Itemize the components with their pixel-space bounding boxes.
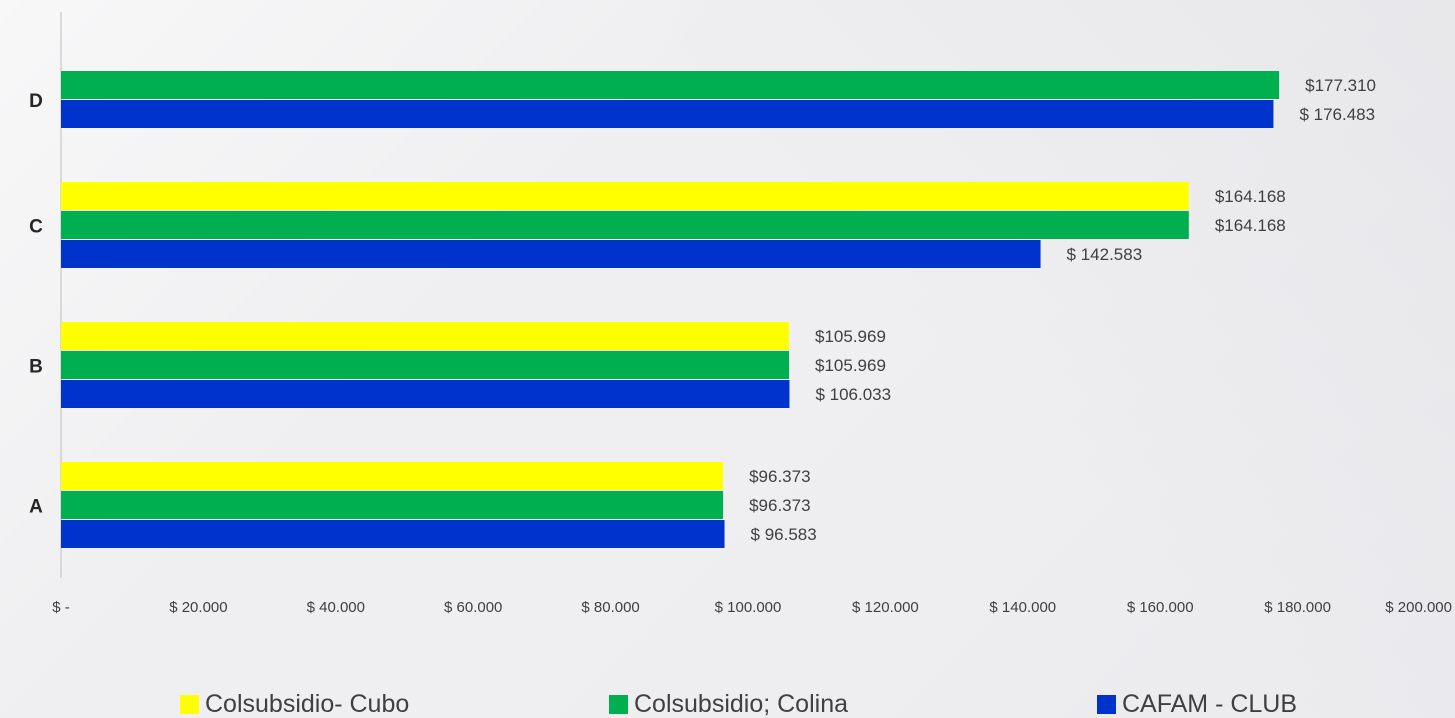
x-tick-label-3: $ 60.000 <box>444 599 502 616</box>
bar-colsubsidio-colina-c <box>61 211 1189 239</box>
x-tick-label-9: $ 180.000 <box>1264 599 1331 616</box>
category-label-b: B <box>29 357 43 378</box>
data-labels-group: $96.373 $96.373 $ 96.583 $105.969 $105.969 $ … <box>749 76 1376 544</box>
bar-colsubsidio-cubo-c <box>61 182 1189 210</box>
legend-label-colsubsidio-cubo: Colsubsidio- Cubo <box>205 690 410 718</box>
bar-cafam-club-d <box>61 100 1274 128</box>
data-label-cafam-club-d: $ 176.483 <box>1299 105 1375 124</box>
category-label-d: D <box>29 91 43 112</box>
data-label-colsubsidio-colina-b: $105.969 <box>815 356 886 375</box>
x-tick-label-0: $ - <box>52 599 70 616</box>
bar-colsubsidio-colina-b <box>61 351 790 379</box>
legend-swatch-colsubsidio-colina <box>609 694 628 714</box>
data-label-cafam-club-a: $ 96.583 <box>751 525 817 544</box>
data-label-colsubsidio-cubo-b: $105.969 <box>815 327 886 346</box>
x-tick-label-10: $ 200.000 <box>1385 599 1452 616</box>
data-label-colsubsidio-cubo-a: $96.373 <box>749 467 810 486</box>
data-label-cafam-club-c: $ 142.583 <box>1067 245 1143 264</box>
legend-label-cafam-club: CAFAM - CLUB <box>1122 690 1298 718</box>
bar-colsubsidio-cubo-a <box>61 462 724 490</box>
bar-colsubsidio-colina-a <box>61 491 724 519</box>
legend-item-cafam-club: CAFAM - CLUB <box>1097 690 1297 718</box>
category-label-c: C <box>29 217 43 238</box>
x-tick-label-4: $ 80.000 <box>581 599 639 616</box>
x-tick-label-8: $ 160.000 <box>1127 599 1194 616</box>
bar-cafam-club-b <box>61 380 790 408</box>
data-label-cafam-club-b: $ 106.033 <box>815 385 891 404</box>
legend-item-colsubsidio-colina: Colsubsidio; Colina <box>609 690 848 718</box>
category-labels-group: A B C D <box>29 91 43 518</box>
legend-swatch-cafam-club <box>1097 694 1116 714</box>
bar-colsubsidio-colina-d <box>61 71 1280 99</box>
x-tick-labels-group: $ - $ 20.000 $ 40.000 $ 60.000 $ 80.000 $ 100… <box>52 599 1452 616</box>
legend-label-colsubsidio-colina: Colsubsidio; Colina <box>634 690 849 718</box>
legend-item-colsubsidio-cubo: Colsubsidio- Cubo <box>180 690 409 718</box>
category-label-a: A <box>29 497 43 518</box>
x-tick-label-2: $ 40.000 <box>307 599 365 616</box>
data-label-colsubsidio-cubo-c: $164.168 <box>1215 187 1286 206</box>
legend: Colsubsidio- Cubo Colsubsidio; Colina CA… <box>0 690 1455 718</box>
legend-swatch-colsubsidio-cubo <box>180 694 199 714</box>
data-label-colsubsidio-colina-c: $164.168 <box>1215 216 1286 235</box>
bar-cafam-club-c <box>61 240 1041 268</box>
x-tick-label-7: $ 140.000 <box>989 599 1056 616</box>
bar-chart: $96.373 $96.373 $ 96.583 $105.969 $105.969 $ … <box>29 12 1452 616</box>
x-tick-label-1: $ 20.000 <box>169 599 227 616</box>
x-tick-label-5: $ 100.000 <box>715 599 782 616</box>
data-label-colsubsidio-colina-d: $177.310 <box>1305 76 1376 95</box>
x-tick-label-6: $ 120.000 <box>852 599 919 616</box>
bar-cafam-club-a <box>61 520 725 548</box>
bars-group <box>61 71 1280 548</box>
data-label-colsubsidio-colina-a: $96.373 <box>749 496 810 515</box>
bar-colsubsidio-cubo-b <box>61 322 790 350</box>
